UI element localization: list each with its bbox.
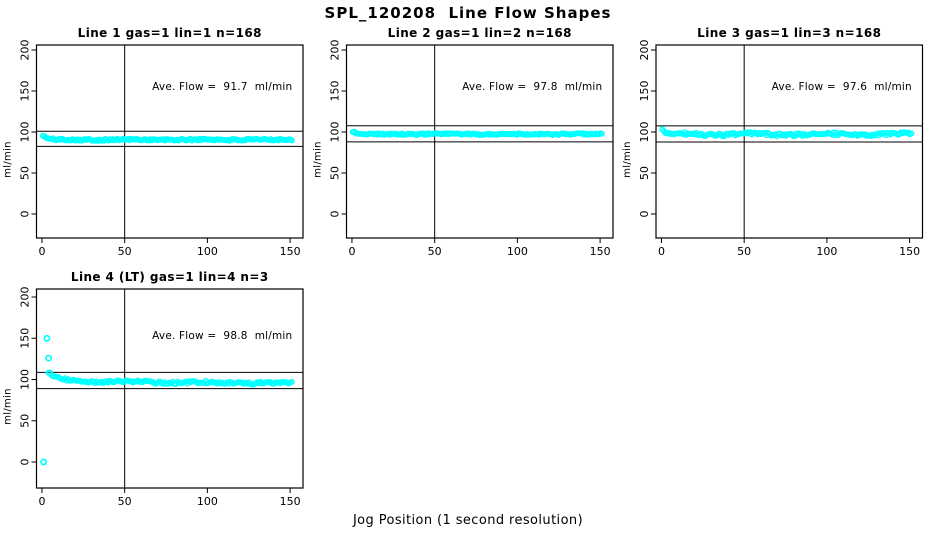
ave-flow-annotation: Ave. Flow = 97.8 ml/min xyxy=(462,81,602,93)
x-axis: 0 50 100 150 xyxy=(658,238,920,258)
x-axis: 0 50 100 150 xyxy=(348,238,611,258)
y-tick-label: 50 xyxy=(18,166,31,180)
y-tick-label: 100 xyxy=(18,369,31,390)
x-tick-label: 100 xyxy=(816,245,837,258)
y-tick-label: 0 xyxy=(18,210,31,217)
y-tick-label: 150 xyxy=(18,80,31,101)
y-tick-label: 100 xyxy=(638,121,651,142)
y-tick-label: 150 xyxy=(638,80,651,101)
y-tick-label: 200 xyxy=(638,40,651,61)
x-tick-label: 50 xyxy=(737,245,751,258)
subplot-line2: 0 50 100 150 200 0 50 100 150 ml/min Line 2 gas=1 … xyxy=(313,26,614,258)
y-axis-unit-label: ml/min xyxy=(622,141,633,178)
x-tick-label: 50 xyxy=(428,245,442,258)
y-axis: 0 50 100 150 200 xyxy=(18,40,37,217)
data-points xyxy=(40,334,295,466)
outlier-point xyxy=(43,334,51,342)
subplot-line4: 0 50 100 150 200 0 50 100 150 ml/min Line 4 (LT) g… xyxy=(3,270,304,508)
x-tick-label: 50 xyxy=(118,495,132,508)
y-tick-label: 0 xyxy=(18,459,31,466)
x-tick-label: 150 xyxy=(280,245,301,258)
plot-box xyxy=(35,44,304,239)
y-tick-label: 150 xyxy=(328,80,341,101)
x-tick-label: 0 xyxy=(348,245,355,258)
x-tick-label: 0 xyxy=(38,245,45,258)
y-tick-label: 200 xyxy=(18,287,31,308)
y-axis-unit-label: ml/min xyxy=(3,388,14,425)
y-tick-label: 50 xyxy=(328,166,341,180)
x-tick-label: 150 xyxy=(590,245,611,258)
ave-flow-annotation: Ave. Flow = 91.7 ml/min xyxy=(152,81,292,93)
subplot-line3: 0 50 100 150 200 0 50 100 150 ml/min Line 3 gas=1 … xyxy=(622,26,924,258)
x-tick-label: 50 xyxy=(118,245,132,258)
y-tick-label: 200 xyxy=(328,40,341,61)
y-axis: 0 50 100 150 200 xyxy=(18,287,37,466)
y-tick-label: 150 xyxy=(18,328,31,349)
x-tick-label: 150 xyxy=(899,245,920,258)
y-axis-unit-label: ml/min xyxy=(3,141,14,178)
y-axis-unit-label: ml/min xyxy=(313,141,324,178)
data-points xyxy=(349,128,605,139)
x-tick-label: 0 xyxy=(38,495,45,508)
subplot-line1: 0 50 100 150 200 0 50 100 150 ml/min Line 1 gas=1 … xyxy=(3,26,304,258)
y-tick-label: 50 xyxy=(18,414,31,428)
data-points xyxy=(659,126,915,140)
y-tick-label: 100 xyxy=(18,121,31,142)
x-axis-label: Jog Position (1 second resolution) xyxy=(352,513,584,528)
outlier-point xyxy=(40,458,48,466)
subplot-title: Line 2 gas=1 lin=2 n=168 xyxy=(388,26,572,40)
x-tick-label: 100 xyxy=(197,245,218,258)
x-axis: 0 50 100 150 xyxy=(38,488,301,508)
y-axis: 0 50 100 150 200 xyxy=(328,40,347,217)
x-tick-label: 100 xyxy=(197,495,218,508)
ave-flow-annotation: Ave. Flow = 97.6 ml/min xyxy=(772,81,912,93)
subplot-title: Line 1 gas=1 lin=1 n=168 xyxy=(78,26,262,40)
outlier-point xyxy=(45,354,53,362)
y-tick-label: 50 xyxy=(638,166,651,180)
data-points xyxy=(39,132,295,144)
x-axis: 0 50 100 150 xyxy=(38,238,301,258)
y-axis: 0 50 100 150 200 xyxy=(638,40,656,217)
y-tick-label: 200 xyxy=(18,40,31,61)
y-tick-label: 0 xyxy=(328,210,341,217)
ave-flow-annotation: Ave. Flow = 98.8 ml/min xyxy=(152,330,292,342)
x-tick-label: 150 xyxy=(280,495,301,508)
subplot-title: Line 4 (LT) gas=1 lin=4 n=3 xyxy=(71,270,269,284)
figure-title: SPL_120208 Line Flow Shapes xyxy=(324,4,612,22)
x-tick-label: 0 xyxy=(658,245,665,258)
y-tick-label: 100 xyxy=(328,121,341,142)
subplot-title: Line 3 gas=1 lin=3 n=168 xyxy=(697,26,881,40)
x-tick-label: 100 xyxy=(507,245,528,258)
y-tick-label: 0 xyxy=(638,210,651,217)
